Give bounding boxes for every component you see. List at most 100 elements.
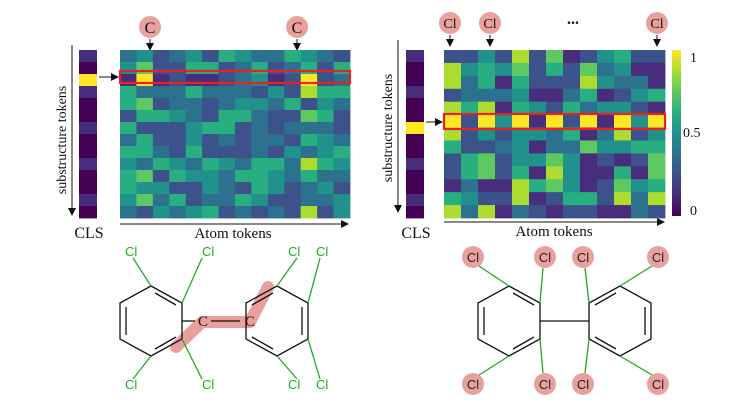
heatmap-cell xyxy=(478,166,496,180)
heatmap-cell xyxy=(461,192,479,206)
heatmap-cell xyxy=(218,110,236,123)
heatmap-cell xyxy=(202,50,219,63)
heatmap-cell xyxy=(580,75,598,90)
heatmap-cell xyxy=(333,158,351,171)
heatmap-cell xyxy=(152,86,170,99)
heatmap-cell xyxy=(136,74,154,87)
heatmap-cell xyxy=(267,50,285,63)
heatmap-cell xyxy=(267,122,285,135)
cls-cell xyxy=(79,86,97,99)
heatmap-cell xyxy=(563,192,581,206)
heatmap-cell xyxy=(648,192,666,206)
heatmap-cell xyxy=(597,192,615,206)
heatmap-cell xyxy=(251,110,269,123)
heatmap-cell xyxy=(185,206,203,219)
heatmap-cell xyxy=(136,206,154,219)
heatmap-cell xyxy=(529,50,547,64)
heatmap-cell xyxy=(495,127,513,141)
heatmap-cell xyxy=(614,205,632,219)
cls-cell xyxy=(79,110,97,123)
cls-cell xyxy=(79,122,97,135)
heatmap-cell xyxy=(185,122,203,135)
heatmap-cell xyxy=(333,134,351,147)
cls-cell xyxy=(79,50,97,63)
heatmap-cell xyxy=(563,114,581,128)
heatmap-cell xyxy=(152,158,170,171)
heatmap-cell xyxy=(444,153,462,167)
heatmap-cell xyxy=(512,127,530,141)
heatmap-cell xyxy=(169,62,187,75)
cls-cell xyxy=(79,134,97,147)
heatmap-cell xyxy=(136,98,154,111)
heatmap-cell xyxy=(235,158,252,171)
heatmap-cell xyxy=(631,153,649,167)
heatmap-cell xyxy=(614,127,632,141)
heatmap-cell xyxy=(648,114,666,128)
heatmap-cell xyxy=(512,62,530,77)
heatmap-cell xyxy=(317,206,334,219)
heatmap-cell xyxy=(333,50,351,63)
heatmap-cell xyxy=(300,194,318,207)
heatmap-cell xyxy=(202,158,219,171)
heatmap-cell xyxy=(563,62,581,77)
heatmap-cell xyxy=(546,62,564,77)
heatmap-cell xyxy=(169,74,187,87)
heatmap-cell xyxy=(495,101,513,116)
heatmap-cell xyxy=(495,114,513,128)
heatmap-cell xyxy=(136,170,154,183)
heatmap-cell xyxy=(185,134,203,147)
heatmap-cell xyxy=(251,182,269,195)
heatmap-cell xyxy=(317,98,334,111)
heatmap-cell xyxy=(202,146,219,159)
heatmap-cell xyxy=(546,114,564,128)
left-badge-1-label: C xyxy=(145,20,156,37)
heatmap-cell xyxy=(136,86,154,99)
colorbar-tick-0: 0 xyxy=(690,204,697,219)
colorbar-tick-0-5: 0.5 xyxy=(683,126,701,141)
heatmap-cell xyxy=(529,140,547,154)
heatmap-cell xyxy=(512,75,530,90)
heatmap-cell xyxy=(235,182,252,195)
colorbar xyxy=(672,50,681,216)
heatmap-cell xyxy=(202,74,219,87)
heatmap-cell xyxy=(251,50,269,63)
heatmap-cell xyxy=(235,194,252,207)
heatmap-cell xyxy=(169,146,187,159)
heatmap-cell xyxy=(317,158,334,171)
heatmap-cell xyxy=(267,74,285,87)
cls-cell xyxy=(79,194,97,207)
heatmap-cell xyxy=(300,146,318,159)
heatmap-cell xyxy=(631,127,649,141)
heatmap-cell xyxy=(169,182,187,195)
heatmap-cell xyxy=(284,134,302,147)
heatmap-cell xyxy=(169,134,187,147)
left-atom-cl-8: Cl xyxy=(316,377,328,392)
heatmap-cell xyxy=(218,62,236,75)
heatmap-cell xyxy=(546,166,564,180)
heatmap-cell xyxy=(218,146,236,159)
heatmap-cell xyxy=(512,101,530,116)
heatmap-cell xyxy=(218,98,236,111)
right-badge-3: Cl xyxy=(646,12,668,47)
heatmap-cell xyxy=(444,140,462,154)
heatmap-cell xyxy=(317,110,334,123)
heatmap-cell xyxy=(597,88,615,103)
left-atom-c-2: C xyxy=(245,314,255,330)
heatmap-cell xyxy=(563,205,581,219)
heatmap-cell xyxy=(563,127,581,141)
heatmap-cell xyxy=(333,98,351,111)
heatmap-cell xyxy=(631,101,649,116)
right-ellipsis: ... xyxy=(567,11,579,28)
heatmap-cell xyxy=(546,101,564,116)
left-attention-heatmap xyxy=(120,50,351,219)
heatmap-cell xyxy=(300,50,318,63)
heatmap-cell xyxy=(648,179,666,193)
heatmap-cell xyxy=(185,98,203,111)
heatmap-cell xyxy=(333,86,351,99)
heatmap-cell xyxy=(169,50,187,63)
heatmap-cell xyxy=(284,62,302,75)
heatmap-cell xyxy=(202,194,219,207)
right-badge-2: Cl xyxy=(479,12,501,47)
left-x-axis-label: Atom tokens xyxy=(194,226,271,242)
heatmap-cell xyxy=(512,192,530,206)
